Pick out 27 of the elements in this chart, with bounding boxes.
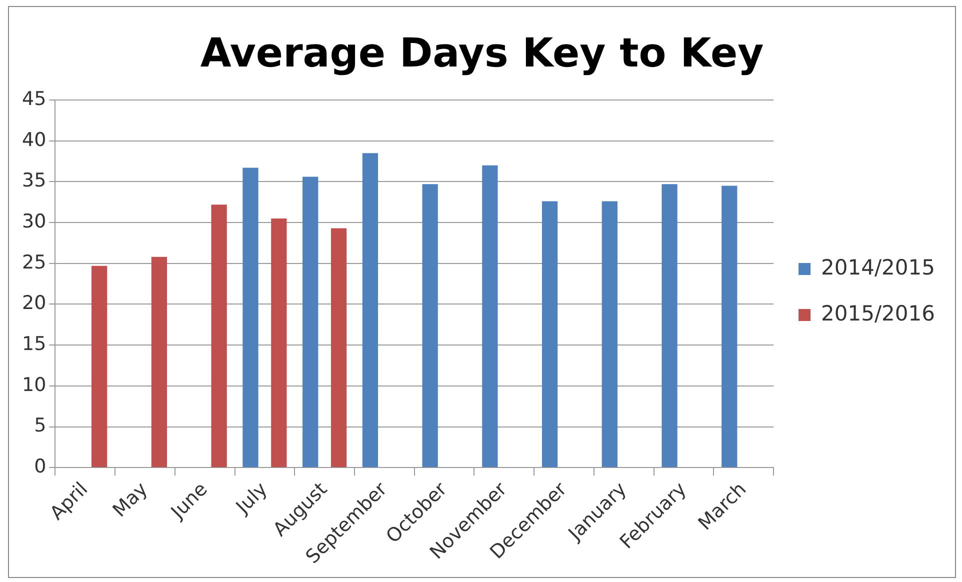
y-tick-label: 45 — [22, 88, 46, 110]
y-tick-label: 35 — [22, 170, 46, 192]
legend-label: 2015/2016 — [821, 301, 936, 326]
bar — [211, 204, 227, 468]
chart-title: Average Days Key to Key — [200, 30, 764, 76]
bar — [602, 201, 618, 468]
bar — [92, 266, 108, 468]
y-tick-label: 15 — [22, 333, 46, 356]
legend-label: 2014/2015 — [821, 255, 936, 280]
bar — [662, 184, 678, 468]
bar — [271, 218, 287, 468]
y-tick-label: 40 — [22, 128, 46, 151]
bar — [242, 168, 258, 468]
bar — [330, 228, 347, 468]
y-tick-label: 20 — [22, 292, 46, 314]
y-tick-label: 10 — [22, 374, 46, 396]
y-tick-label: 0 — [34, 456, 46, 478]
bar — [151, 256, 168, 468]
bar — [482, 165, 498, 468]
bar — [542, 201, 558, 468]
y-tick-label: 5 — [34, 414, 46, 437]
bar — [302, 176, 318, 468]
bar — [422, 184, 438, 468]
bar — [722, 186, 738, 468]
y-tick-label: 25 — [22, 251, 46, 274]
bar — [362, 153, 378, 468]
y-tick-label: 30 — [22, 210, 46, 232]
